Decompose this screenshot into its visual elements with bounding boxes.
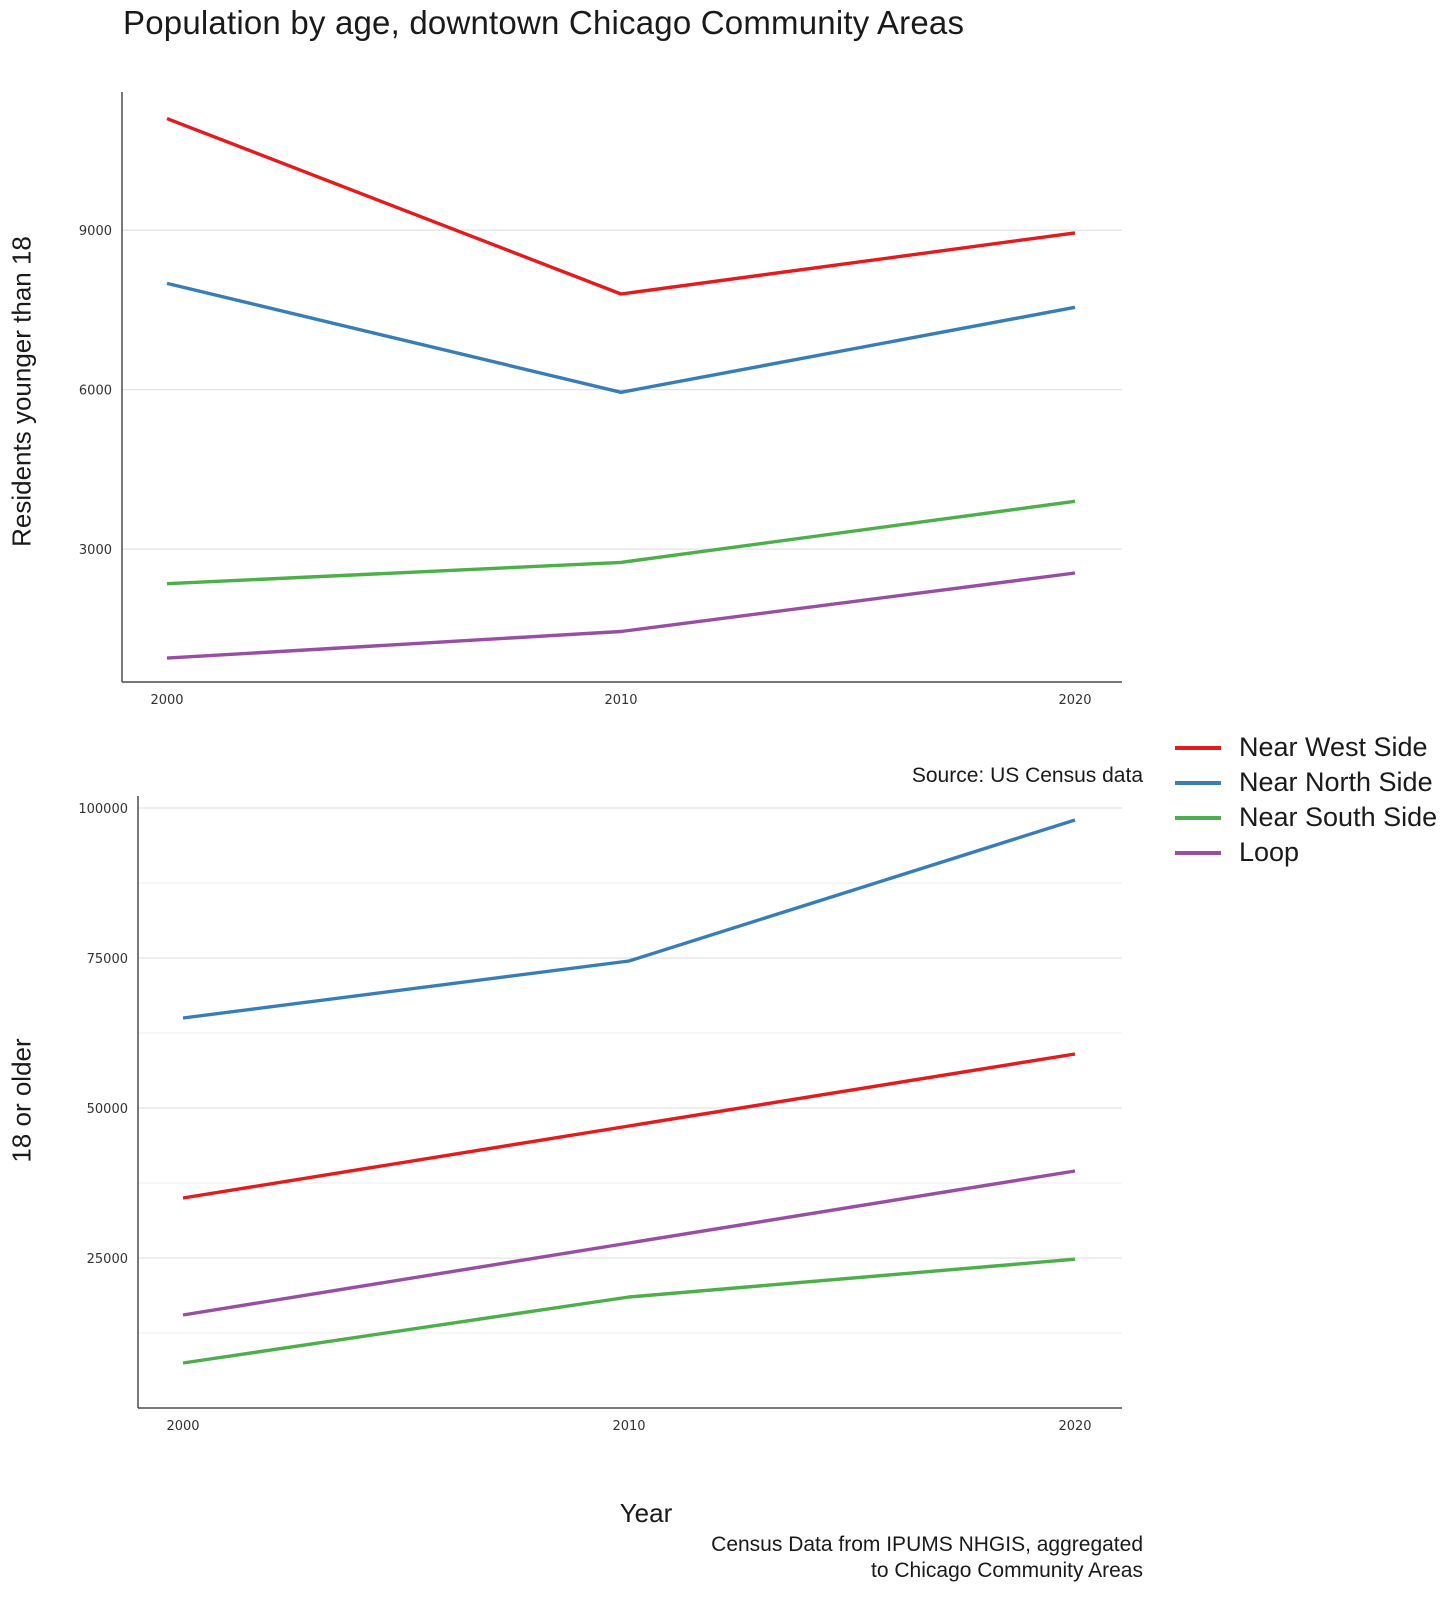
- series-line: [182, 1169, 1076, 1317]
- legend-label: Near North Side: [1239, 767, 1433, 797]
- x-tick-label: 2000: [166, 1419, 199, 1434]
- y-axis-label-top: Residents younger than 18: [6, 236, 37, 547]
- legend-item: Near North Side: [1175, 765, 1437, 800]
- chart-title: Population by age, downtown Chicago Comm…: [123, 4, 965, 41]
- legend-key: [1175, 850, 1221, 855]
- caption-line: to Chicago Community Areas: [871, 1559, 1143, 1582]
- y-tick-label: 3000: [79, 543, 112, 558]
- series-line: [166, 281, 1076, 394]
- y-tick-label: 75000: [87, 952, 128, 967]
- legend-key: [1175, 780, 1221, 785]
- legend-key: [1175, 815, 1221, 820]
- caption: Census Data from IPUMS NHGIS, aggregated…: [711, 1532, 1143, 1584]
- y-tick-label: 25000: [87, 1252, 128, 1267]
- x-tick-label: 2000: [150, 693, 183, 708]
- x-tick-label: 2020: [1058, 693, 1091, 708]
- legend-item: Near South Side: [1175, 800, 1437, 835]
- x-axis-label: Year: [619, 1498, 673, 1528]
- x-tick-label: 2020: [1058, 1419, 1091, 1434]
- legend-label: Near South Side: [1239, 802, 1438, 832]
- series-line: [166, 117, 1076, 296]
- series-line: [182, 1052, 1076, 1200]
- series-line: [166, 499, 1076, 586]
- x-tick-label: 2010: [612, 1419, 645, 1434]
- legend-key: [1175, 745, 1221, 750]
- legend-item: Loop: [1175, 835, 1437, 870]
- y-axis-label-bottom: 18 or older: [6, 1038, 37, 1163]
- legend-label: Loop: [1239, 837, 1300, 867]
- source-note: Source: US Census data: [911, 764, 1143, 787]
- y-tick-label: 100000: [78, 802, 128, 817]
- legend: Near West Side Near North Side Near Sout…: [1175, 730, 1437, 870]
- x-tick-label: 2010: [604, 693, 637, 708]
- series-line: [182, 1257, 1076, 1365]
- y-tick-label: 6000: [79, 384, 112, 399]
- caption-line: Census Data from IPUMS NHGIS, aggregated: [711, 1533, 1143, 1556]
- series-line: [166, 571, 1076, 660]
- y-tick-label: 50000: [87, 1102, 128, 1117]
- legend-label: Near West Side: [1239, 732, 1428, 762]
- legend-item: Near West Side: [1175, 730, 1437, 765]
- series-line: [182, 818, 1076, 1020]
- y-tick-label: 9000: [79, 224, 112, 239]
